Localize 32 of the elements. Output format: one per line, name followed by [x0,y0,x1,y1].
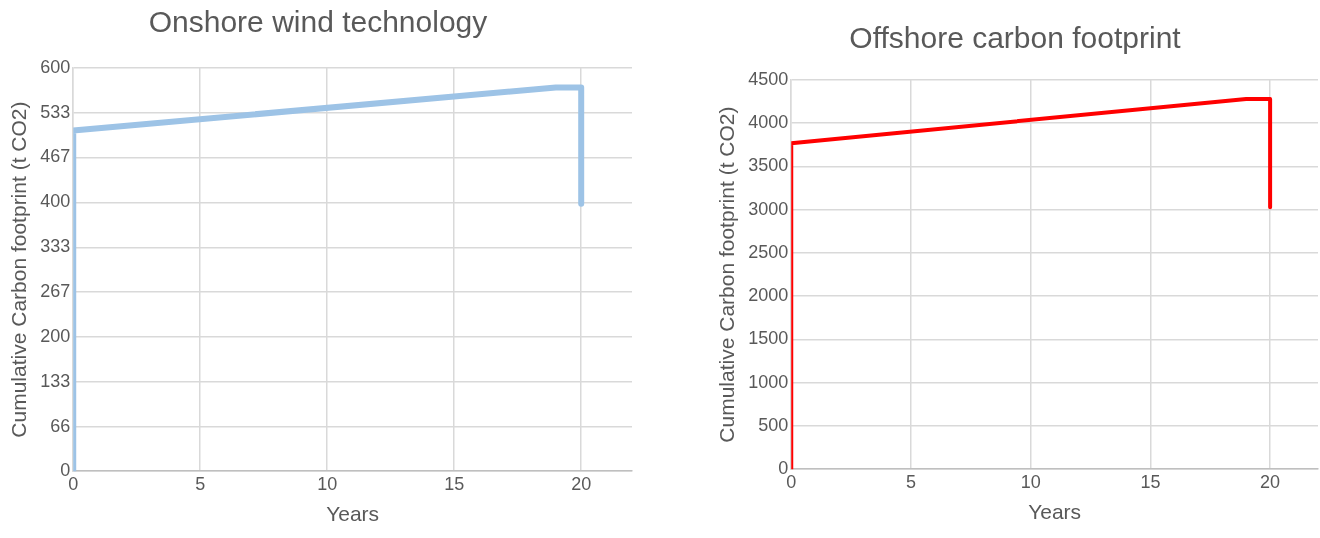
y-tick-label: 3500 [748,155,789,176]
y-tick-label: 400 [40,191,71,212]
x-tick-label: 10 [317,473,338,494]
x-tick-label: 5 [905,471,916,492]
y-tick-label: 467 [40,146,71,167]
y-tick-label: 500 [758,414,789,435]
y-tick-label: 333 [40,236,71,257]
chart-title: Offshore carbon footprint [849,21,1182,55]
x-tick-label: 10 [1020,471,1041,492]
x-tick-label: 20 [571,473,592,494]
y-tick-label: 1500 [748,328,789,349]
y-axis-title: Cumulative Carbon footprint (t CO2) [7,101,31,438]
y-tick-label: 2500 [748,241,789,262]
x-tick-label: 15 [444,473,465,494]
y-tick-label: 267 [40,280,71,301]
y-tick-label: 133 [40,370,71,391]
y-tick-label: 4500 [748,68,789,89]
chart-title: Onshore wind technology [148,5,488,39]
x-tick-label: 5 [195,473,206,494]
y-tick-label: 600 [40,56,71,77]
y-axis-title: Cumulative Carbon footprint (t CO2) [715,106,739,443]
x-tick-label: 15 [1140,471,1161,492]
y-tick-label: 1000 [748,371,789,392]
x-axis-title: Years [1028,500,1082,524]
x-tick-label: 20 [1260,471,1281,492]
y-tick-label: 66 [50,415,71,436]
y-tick-label: 2000 [748,285,789,306]
y-tick-label: 3000 [748,198,789,219]
y-tick-label: 200 [40,325,71,346]
y-tick-label: 533 [40,101,71,122]
x-axis-title: Years [326,502,380,526]
y-tick-label: 4000 [748,112,789,133]
